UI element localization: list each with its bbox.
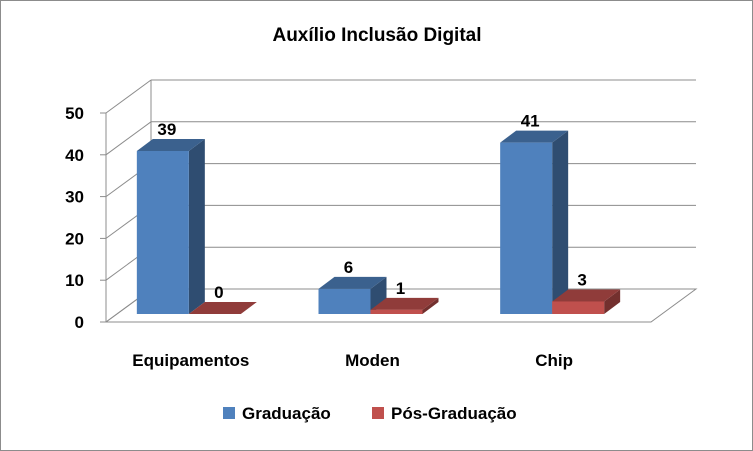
bars: 39 0 6 1 41 3 [136, 112, 621, 314]
bar-p-s-gradua-o-moden [370, 297, 439, 314]
bar-gradua-o-equipamentos [136, 138, 205, 314]
category-label: Chip [535, 351, 573, 370]
chart-title: Auxílio Inclusão Digital [272, 25, 481, 46]
data-label: 0 [214, 283, 223, 302]
y-tick-label: 30 [65, 188, 84, 207]
gridlines [105, 79, 696, 323]
data-label: 39 [157, 120, 176, 139]
y-tick-label: 50 [65, 104, 84, 123]
bar-front [370, 309, 423, 314]
y-tick-label: 40 [65, 146, 84, 165]
bar-p-s-gradua-o-equipamentos [188, 302, 257, 314]
legend-label: Graduação [242, 404, 331, 423]
bar-side [422, 297, 439, 314]
legend-swatch [223, 407, 235, 419]
y-tick-label: 20 [65, 229, 84, 248]
bar-front [318, 288, 371, 314]
y-axis-ticks: 0 10 20 30 40 50 [65, 104, 106, 332]
gridline-side [105, 121, 152, 156]
y-tick-label: 10 [65, 271, 84, 290]
bar-side [188, 138, 205, 314]
gridline-side [105, 79, 152, 114]
bar-top [500, 130, 569, 143]
bar-side [604, 289, 621, 314]
data-label: 41 [521, 112, 540, 131]
bar-top [552, 289, 621, 302]
bar-front [136, 150, 189, 314]
data-label: 6 [344, 258, 353, 277]
y-tick-label: 0 [75, 313, 84, 332]
bar-top [318, 276, 387, 289]
bar-front [552, 301, 605, 314]
bar-top [370, 297, 439, 310]
bar-p-s-gradua-o-chip [552, 289, 621, 314]
category-label: Equipamentos [132, 351, 249, 370]
legend-swatch [372, 407, 384, 419]
bar-top [188, 302, 257, 314]
bar-gradua-o-chip [500, 130, 569, 314]
data-label: 3 [577, 270, 586, 289]
bar-top [136, 138, 205, 151]
bar-front [500, 142, 553, 314]
category-label: Moden [345, 351, 400, 370]
legend: Graduação Pós-Graduação [223, 404, 517, 423]
legend-label: Pós-Graduação [391, 404, 517, 423]
data-label: 1 [396, 279, 405, 298]
bar-gradua-o-moden [318, 276, 387, 314]
bar-side [552, 130, 569, 314]
x-axis-categories: Equipamentos Moden Chip [132, 351, 573, 370]
